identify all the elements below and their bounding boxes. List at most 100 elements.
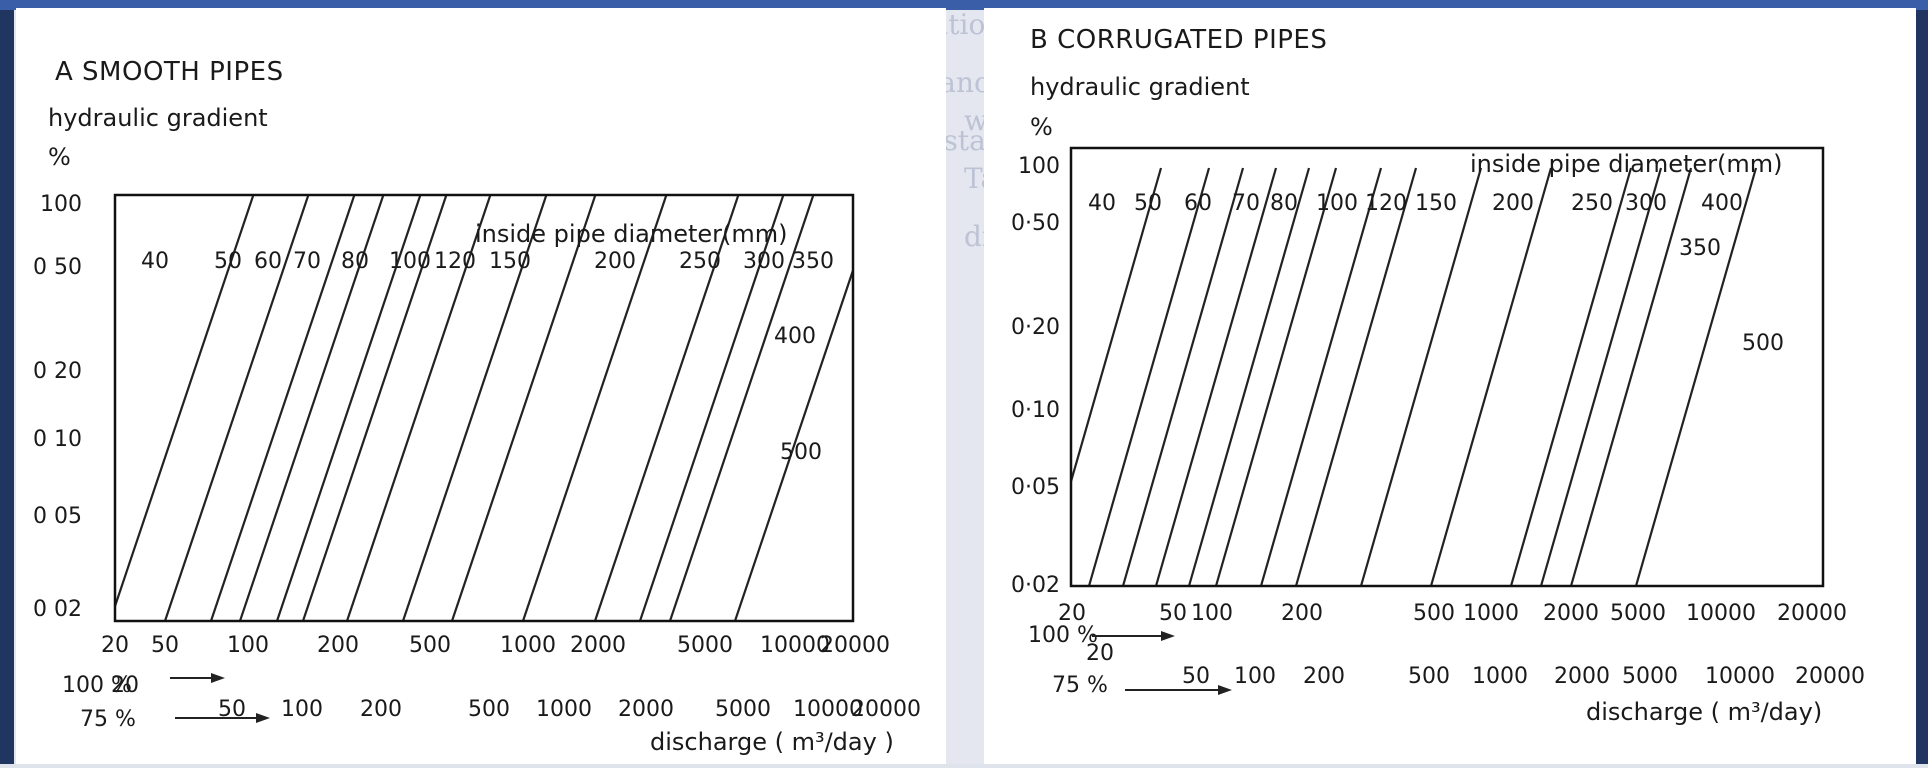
- x-tick-100pct: 2000: [570, 633, 626, 658]
- panel-b: B CORRUGATED PIPES hydraulic gradient% 100…: [1011, 25, 1865, 726]
- x-tick-100pct: 5000: [1610, 601, 1666, 626]
- diameter-line: [163, 195, 310, 621]
- panel-b-card: [984, 8, 1916, 764]
- diameter-line: [1187, 167, 1311, 586]
- y-tick-label: 0·10: [1011, 398, 1060, 423]
- arrow-head-100pct: [211, 673, 225, 683]
- diameter-label: 500: [1742, 331, 1784, 356]
- diameter-line: [275, 195, 422, 621]
- left-edge-strip: [0, 0, 14, 764]
- diameter-lines: [115, 195, 853, 621]
- x-tick-75pct: 20000: [1795, 664, 1865, 689]
- x-tick-75pct: 2000: [1554, 664, 1610, 689]
- x-tick-100pct: 20: [101, 633, 129, 658]
- diameter-line: [638, 195, 785, 621]
- diameter-line: [1294, 167, 1418, 586]
- y-tick-label: 0 10: [33, 427, 82, 452]
- x-tick-100pct: 100: [227, 633, 269, 658]
- diameter-label: 300: [1625, 191, 1667, 216]
- diameter-label: 50: [214, 249, 242, 274]
- x-tick-100pct: 100: [1191, 601, 1233, 626]
- x-tick-100pct: 5000: [677, 633, 733, 658]
- arrow-head-75pct: [1218, 685, 1232, 695]
- diameter-label: 120: [434, 249, 476, 274]
- x-tick-100pct: 20000: [1777, 601, 1847, 626]
- chart-title: A SMOOTH PIPES: [55, 57, 284, 87]
- plot-frame: [113, 193, 855, 623]
- y-axis-unit: %: [1030, 113, 1053, 141]
- diameter-label: 250: [679, 249, 721, 274]
- diameter-label: 60: [1184, 191, 1212, 216]
- y-tick-label: 0·02: [1011, 573, 1060, 598]
- diameter-label: 100: [1316, 191, 1358, 216]
- x-tick-100pct: 2000: [1543, 601, 1599, 626]
- y-tick-label: 0 20: [33, 359, 82, 384]
- diameter-line: [1539, 167, 1663, 586]
- y-tick-label: 0 02: [33, 597, 82, 622]
- x-tick-100pct: 20000: [820, 633, 890, 658]
- arrow-head-75pct: [256, 713, 270, 723]
- diameter-label: 120: [1365, 191, 1407, 216]
- diameter-line: [450, 195, 597, 621]
- diameter-line: [209, 195, 356, 621]
- diameter-label: 80: [1270, 191, 1298, 216]
- diameter-label: 400: [774, 324, 816, 349]
- diameter-line: [238, 195, 385, 621]
- x-tick-75pct: 10000: [793, 697, 863, 722]
- x-tick-75pct: 20000: [851, 697, 921, 722]
- diameter-line: [1071, 167, 1163, 486]
- row-label-75pct: 75 %: [80, 707, 136, 732]
- x-tick-100pct: 20: [1058, 601, 1086, 626]
- diameter-line: [593, 195, 740, 621]
- diameter-line: [733, 266, 853, 621]
- diameter-label: 40: [1088, 191, 1116, 216]
- x-tick-100pct: 50: [151, 633, 179, 658]
- diameter-line: [1154, 167, 1278, 586]
- x-tick-75pct: 500: [1408, 664, 1450, 689]
- diameter-line: [1214, 167, 1338, 586]
- diameter-lines: [1071, 167, 1758, 586]
- panel-a: A SMOOTH PIPES hydraulic gradient% 1000 50…: [33, 57, 921, 756]
- diameter-label: 200: [594, 249, 636, 274]
- y-tick-label: 0·05: [1011, 475, 1060, 500]
- x-axis-label: discharge ( m³/day ): [650, 728, 894, 756]
- x-tick-100pct: 200: [1281, 601, 1323, 626]
- y-axis-unit: %: [48, 143, 71, 171]
- diameter-line: [1359, 167, 1483, 586]
- diameter-line: [1634, 167, 1758, 586]
- diameter-label: 500: [780, 440, 822, 465]
- x-tick-100pct: 500: [409, 633, 451, 658]
- y-tick-label: 100: [40, 192, 82, 217]
- diameter-line: [1087, 167, 1211, 586]
- y-axis-label: hydraulic gradient: [48, 104, 268, 132]
- diameter-label: 350: [792, 249, 834, 274]
- x-tick-75pct: 10000: [1705, 664, 1775, 689]
- x-tick-100pct: 1000: [1463, 601, 1519, 626]
- diameter-line: [668, 195, 815, 621]
- x-tick-75pct: 50: [1182, 664, 1210, 689]
- x-axis-label: discharge ( m³/day): [1586, 698, 1822, 726]
- diameter-label: 400: [1701, 191, 1743, 216]
- y-tick-label: 100: [1018, 154, 1060, 179]
- plot-frame: [1069, 146, 1825, 588]
- x-tick-100pct: 50: [1159, 601, 1187, 626]
- diameter-label: 350: [1679, 236, 1721, 261]
- y-tick-label: 0 05: [33, 504, 82, 529]
- x-tick-75pct: 1000: [536, 697, 592, 722]
- diameter-label: 150: [1415, 191, 1457, 216]
- diameter-line: [1509, 167, 1633, 586]
- diameter-line: [521, 195, 668, 621]
- arrow-head-100pct: [1161, 631, 1175, 641]
- x-tick-75pct: 5000: [715, 697, 771, 722]
- row-label-75pct: 75 %: [1052, 673, 1108, 698]
- x-tick-75pct: 500: [468, 697, 510, 722]
- chart-title: B CORRUGATED PIPES: [1030, 25, 1327, 55]
- diameter-label: 60: [254, 249, 282, 274]
- diameter-label: 100: [389, 249, 431, 274]
- diameter-label: 80: [341, 249, 369, 274]
- diameter-line: [1259, 167, 1383, 586]
- y-axis-label: hydraulic gradient: [1030, 73, 1250, 101]
- diameter-label: 150: [489, 249, 531, 274]
